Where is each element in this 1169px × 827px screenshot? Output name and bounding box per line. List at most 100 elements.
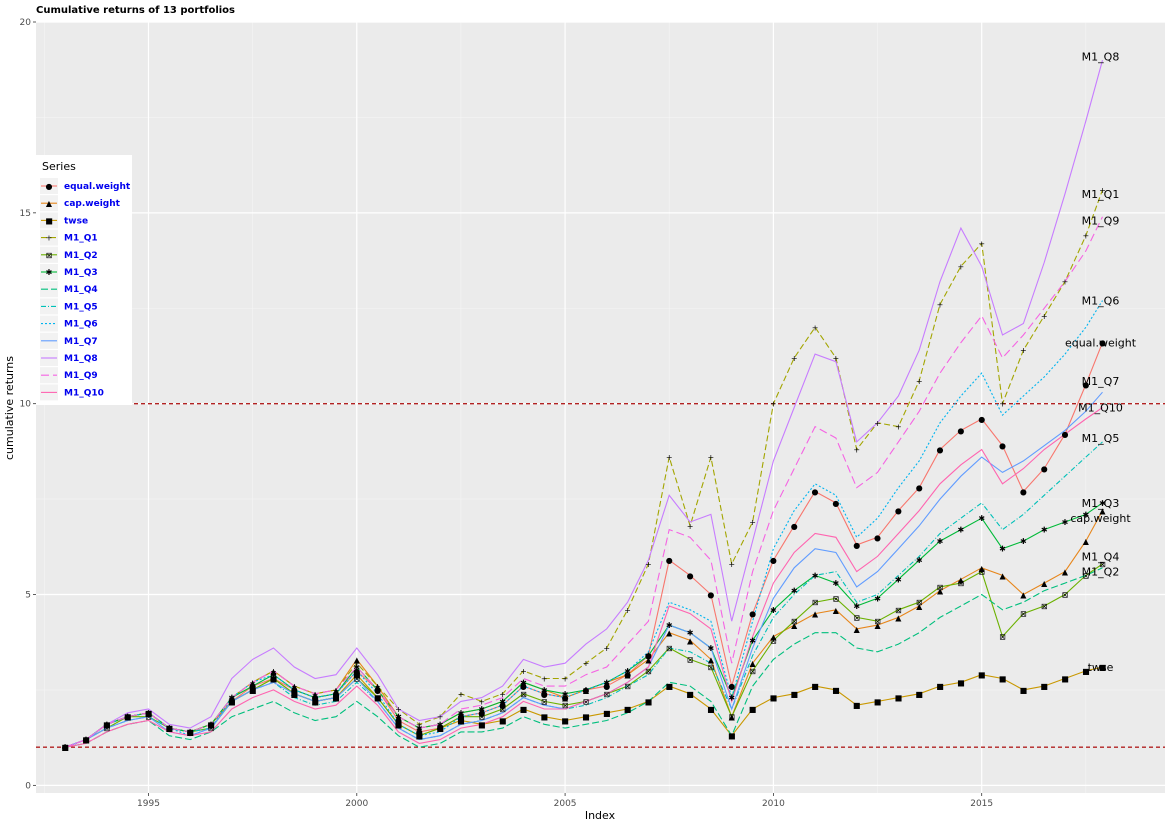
data-point-equal.weight: ●: [145, 709, 152, 718]
data-point-M1_Q1: +: [666, 453, 673, 462]
data-point-cap.weight: ▲: [625, 671, 632, 680]
legend-item: + M1_Q1: [40, 229, 98, 246]
data-point-twse: ■: [332, 694, 340, 703]
data-point-equal.weight: ●: [895, 507, 902, 516]
data-point-M1_Q3: ✱: [333, 690, 340, 699]
data-point-twse: ■: [561, 716, 569, 725]
data-point-twse: ■: [790, 690, 798, 699]
data-point-cap.weight: ▲: [187, 728, 194, 737]
data-point-M1_Q3: ✱: [833, 579, 840, 588]
data-point-equal.weight: ●: [812, 487, 819, 496]
legend-item: M1_Q10: [40, 384, 104, 401]
data-point-cap.weight: ▲: [375, 682, 382, 691]
data-point-M1_Q3: ✱: [708, 644, 715, 653]
y-tick-label: 15: [20, 209, 31, 219]
data-point-equal.weight: ●: [957, 426, 964, 435]
data-point-twse: ■: [1061, 674, 1069, 683]
data-point-M1_Q3: ✱: [958, 526, 965, 535]
data-point-M1_Q2: ⊠: [62, 743, 69, 752]
data-point-M1_Q3: ✱: [812, 571, 819, 580]
grid-lines: [36, 21, 1165, 793]
data-point-M1_Q1: +: [833, 354, 840, 363]
data-point-equal.weight: ●: [332, 690, 339, 699]
data-point-M1_Q3: ✱: [62, 743, 69, 752]
data-point-twse: ■: [1082, 667, 1090, 676]
y-tick-label: 10: [20, 400, 32, 410]
end-label: M1_Q6: [1082, 295, 1120, 308]
legend-label: M1_Q8: [64, 354, 98, 364]
data-point-M1_Q3: ✱: [1020, 537, 1027, 546]
data-point-M1_Q1: +: [291, 682, 298, 691]
data-point-equal.weight: ●: [1062, 430, 1069, 439]
data-point-equal.weight: ●: [353, 667, 360, 676]
data-point-equal.weight: ●: [187, 728, 194, 737]
data-point-M1_Q1: +: [478, 697, 485, 706]
data-point-cap.weight: ▲: [250, 678, 257, 687]
data-point-M1_Q1: +: [270, 667, 277, 676]
legend-key: [40, 229, 58, 246]
data-point-M1_Q3: ✱: [270, 671, 277, 680]
data-point-equal.weight: ●: [791, 522, 798, 531]
data-point-M1_Q1: +: [499, 690, 506, 699]
data-point-M1_Q2: ⊠: [645, 667, 652, 676]
data-point-M1_Q3: ✱: [291, 686, 298, 695]
end-label: M1_Q5: [1082, 432, 1120, 445]
data-point-cap.weight: ▲: [874, 621, 881, 630]
data-point-M1_Q1: +: [853, 445, 860, 454]
data-point-cap.weight: ▲: [145, 709, 152, 718]
data-point-cap.weight: ▲: [1083, 537, 1090, 546]
data-point-M1_Q2: ⊠: [708, 663, 715, 672]
data-point-equal.weight: ●: [687, 571, 694, 580]
data-point-M1_Q2: ⊠: [1082, 571, 1089, 580]
data-point-cap.weight: ▲: [270, 667, 277, 676]
data-point-cap.weight: ▲: [645, 655, 652, 664]
data-point-twse: ■: [707, 705, 715, 714]
data-point-M1_Q2: ⊠: [1099, 560, 1106, 569]
data-point-M1_Q1: +: [687, 522, 694, 531]
data-point-cap.weight: ▲: [416, 724, 423, 733]
data-point-twse: ■: [895, 694, 903, 703]
data-point-M1_Q3: ✱: [687, 629, 694, 638]
data-point-M1_Q1: +: [562, 674, 569, 683]
data-point-cap.weight: ▲: [291, 682, 298, 691]
series-line-M1_Q4: [65, 567, 1103, 748]
data-point-twse: ■: [915, 690, 923, 699]
data-point-M1_Q1: +: [187, 728, 194, 737]
data-point-cap.weight: ▲: [312, 690, 319, 699]
data-point-M1_Q2: ⊠: [958, 579, 965, 588]
legend-label: equal.weight: [64, 182, 131, 192]
data-point-M1_Q1: +: [458, 690, 465, 699]
data-point-M1_Q1: +: [312, 690, 319, 699]
legend-label: twse: [64, 216, 88, 226]
data-point-M1_Q1: +: [353, 659, 360, 668]
end-label: twse: [1088, 661, 1114, 674]
data-point-M1_Q1: +: [395, 705, 402, 714]
data-point-equal.weight: ●: [374, 686, 381, 695]
end-label: M1_Q1: [1082, 188, 1120, 201]
data-point-M1_Q1: +: [812, 323, 819, 332]
data-point-equal.weight: ●: [541, 690, 548, 699]
data-point-M1_Q2: ⊠: [228, 697, 235, 706]
data-point-M1_Q3: ✱: [999, 545, 1006, 554]
series-markers: ● ● ● ● ● ● ● ● ● ● ● ● ● ● ● ● ● ● ● ● ● ● ● ● ● ● ● ● ● ● ● ● ● ● ● ● ● ● ● ●…: [61, 186, 1106, 752]
data-point-M1_Q3: ✱: [770, 606, 777, 615]
end-label: M1_Q10: [1078, 402, 1123, 415]
data-point-cap.weight: ▲: [729, 713, 736, 722]
data-point-twse: ■: [249, 686, 257, 695]
data-point-M1_Q3: ✱: [416, 724, 423, 733]
data-point-M1_Q2: ⊠: [1020, 610, 1027, 619]
x-tick-label: 2015: [970, 799, 993, 809]
data-point-M1_Q3: ✱: [791, 587, 798, 596]
data-point-M1_Q3: ✱: [458, 709, 465, 718]
data-point-M1_Q2: ⊠: [312, 697, 319, 706]
data-point-M1_Q3: ✱: [916, 556, 923, 565]
data-point-M1_Q2: ⊠: [853, 613, 860, 622]
data-point-M1_Q2: ⊠: [749, 667, 756, 676]
data-point-M1_Q3: ✱: [145, 709, 152, 718]
data-point-M1_Q2: ⊠: [333, 694, 340, 703]
data-point-M1_Q1: +: [791, 354, 798, 363]
end-label: M1_Q9: [1082, 214, 1120, 227]
data-point-twse: ■: [978, 671, 986, 680]
data-point-twse: ■: [186, 728, 194, 737]
